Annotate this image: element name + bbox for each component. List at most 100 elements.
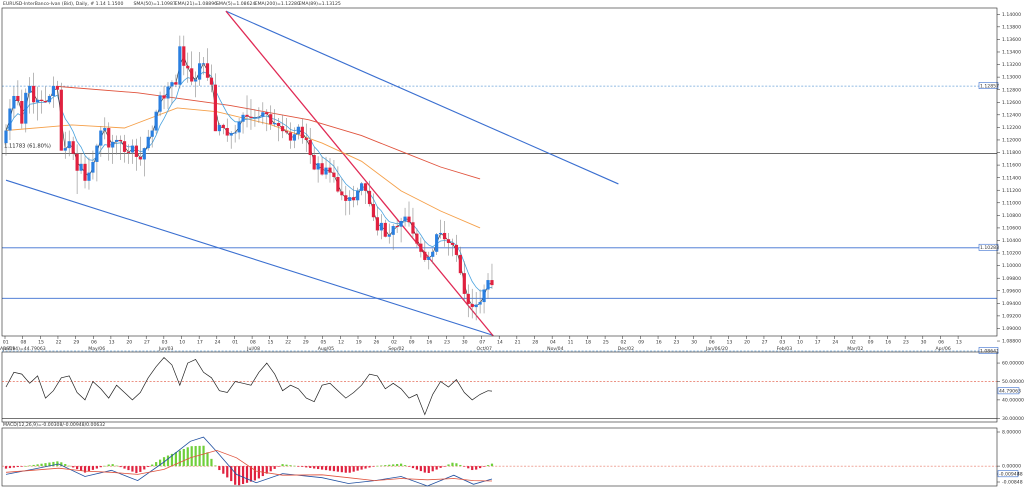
price-tick-label: 1.09000 — [1002, 326, 1021, 332]
candle — [269, 114, 273, 125]
price-tick-label: 1.09600 — [1002, 288, 1021, 294]
candle — [28, 85, 32, 93]
candle — [265, 112, 269, 115]
macd-histogram-bar — [261, 466, 264, 477]
macd-histogram-bar — [48, 462, 51, 467]
time-tick-label: 13 — [956, 340, 962, 346]
header-segment: EMA(200)=1.12280 — [255, 1, 300, 7]
time-tick-label: 06 — [91, 340, 97, 346]
macd-histogram-bar — [241, 466, 245, 485]
time-month-label: Nov/04 — [547, 346, 563, 352]
macd-histogram-bar — [368, 466, 371, 468]
time-tick-label: 13 — [726, 340, 732, 346]
macd-histogram-bar — [99, 466, 102, 468]
time-tick-label: 02 — [621, 340, 627, 346]
candle — [134, 145, 138, 157]
candle — [51, 85, 56, 96]
price-tick-label: 1.11000 — [1002, 200, 1021, 206]
candle — [79, 163, 83, 171]
macd-histogram-bar — [356, 466, 359, 471]
time-tick-label: 06 — [709, 340, 715, 346]
candle — [423, 251, 427, 260]
candle — [403, 216, 407, 222]
time-month-label: Aug/05 — [318, 346, 334, 352]
macd-histogram-bar — [186, 447, 189, 467]
candle — [273, 122, 277, 125]
time-tick-label: 13 — [109, 340, 115, 346]
candle — [213, 84, 218, 132]
macd-histogram-bar — [202, 445, 205, 467]
macd-histogram-bar — [360, 466, 363, 470]
time-tick-label: 21 — [515, 340, 521, 346]
price-tick-label: 1.13200 — [1002, 62, 1021, 68]
macd-histogram-bar — [447, 464, 450, 467]
macd-histogram-bar — [289, 465, 292, 467]
macd-histogram-bar — [328, 466, 332, 471]
macd-histogram-bar — [103, 465, 106, 467]
macd-histogram-bar — [44, 463, 47, 467]
macd-histogram-bar — [344, 466, 347, 473]
macd-histogram-bar — [443, 466, 446, 467]
macd-histogram-bar — [317, 466, 320, 470]
candle — [439, 232, 443, 235]
time-tick-label: 05 — [321, 340, 327, 346]
time-month-label: Jun/03 — [158, 346, 174, 352]
macd-histogram-bar — [68, 465, 71, 467]
macd-histogram-bar — [372, 466, 375, 467]
macd-histogram-bar — [249, 466, 253, 482]
macd-histogram-bar — [265, 466, 268, 474]
time-tick-label: 27 — [762, 340, 768, 346]
header-segment: SMA(5)=1.08624 — [216, 1, 255, 7]
candle — [186, 65, 190, 69]
price-tick-label: 1.13600 — [1002, 37, 1021, 43]
price-tick-label: 1.08800 — [1002, 339, 1021, 345]
candle — [201, 63, 206, 65]
price-axis: 1.14000 1.13800 1.13600 1.13400 1.13200 1.130… — [997, 12, 1021, 345]
candle — [320, 163, 324, 175]
time-tick-label: 16 — [656, 340, 662, 346]
macd-histogram-bar — [222, 466, 225, 474]
time-tick-label: 02 — [391, 340, 397, 346]
macd-histogram-bar — [419, 466, 422, 472]
time-month-label: Apr/06 — [935, 346, 950, 352]
macd-tick-label: 8.00000 — [1002, 430, 1021, 436]
candle — [391, 226, 395, 235]
price-tick-label: 1.12600 — [1002, 100, 1021, 106]
header-segment: SMA(50)=1.10987 — [134, 1, 176, 7]
price-tick-label: 1.10000 — [1002, 263, 1021, 269]
time-tick-label: 23 — [444, 340, 450, 346]
macd-histogram-bar — [8, 466, 12, 469]
macd-value-tag — [997, 470, 1019, 478]
candle — [466, 293, 470, 304]
candle — [36, 99, 40, 103]
candle — [427, 256, 431, 260]
macd-histogram-bar — [64, 464, 67, 467]
macd-histogram-bar — [20, 466, 23, 467]
candle — [399, 221, 403, 227]
price-tick-label: 1.11600 — [1002, 163, 1021, 169]
candle — [277, 122, 281, 127]
time-tick-label: 30 — [921, 340, 927, 346]
time-tick-label: 03 — [779, 340, 785, 346]
macd-histogram-bar — [324, 466, 328, 471]
rsi-line — [5, 356, 493, 416]
macd-histogram-bar — [340, 466, 343, 473]
time-tick-label: 30 — [691, 340, 697, 346]
candle — [470, 303, 474, 308]
time-tick-label: 08 — [250, 340, 256, 346]
rsi-frame — [1, 351, 998, 423]
macd-histogram-bar — [60, 462, 63, 467]
macd-value-tag-label: -0.00948 — [999, 472, 1020, 478]
trendline — [225, 10, 619, 185]
price-tick-label: 1.11200 — [1002, 188, 1021, 194]
time-tick-label: 17 — [197, 340, 203, 346]
macd-histogram-bar — [230, 466, 233, 482]
candle — [395, 226, 399, 228]
macd-histogram-bar — [218, 466, 221, 471]
macd-histogram-bar — [273, 466, 276, 469]
time-tick-label: 11 — [568, 340, 574, 346]
macd-histogram-bar — [332, 466, 336, 472]
candle — [241, 114, 245, 122]
candle — [458, 254, 462, 274]
rsi-tick-label: 50.00000 — [1002, 379, 1024, 385]
